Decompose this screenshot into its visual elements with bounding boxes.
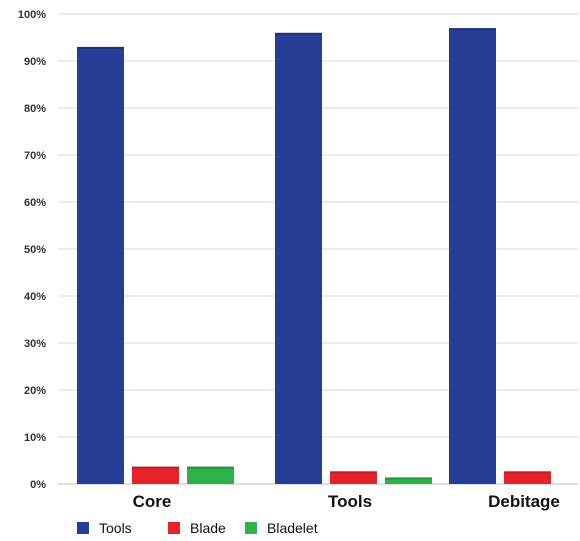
legend-swatch-blade — [168, 522, 180, 534]
y-tick-label: 100% — [18, 9, 46, 21]
x-tick-label: Tools — [328, 492, 372, 511]
x-tick-label: Core — [133, 492, 172, 511]
bar-blade-tools — [330, 471, 377, 484]
bars — [77, 28, 551, 485]
bar-top-edge — [330, 471, 377, 474]
x-tick-label: Debitage — [488, 492, 560, 511]
y-tick-label: 0% — [30, 479, 46, 491]
bar-top-edge — [77, 46, 124, 49]
legend-label-blade: Blade — [190, 520, 226, 536]
y-tick-label: 70% — [24, 150, 46, 162]
bar-tools-debitage — [449, 28, 496, 484]
bar-top-edge — [132, 466, 179, 469]
legend-swatch-tools — [77, 522, 89, 534]
bar-top-edge — [504, 471, 551, 474]
bar-top-edge — [187, 466, 234, 469]
y-tick-label: 30% — [24, 338, 46, 350]
y-tick-label: 50% — [24, 244, 46, 256]
bar-bladelet-core — [187, 466, 234, 484]
legend-label-tools: Tools — [99, 520, 132, 536]
bar-tools-tools — [275, 32, 322, 485]
bar-blade-debitage — [504, 471, 551, 484]
legend-label-bladelet: Bladelet — [267, 520, 318, 536]
x-axis-ticks: Core Tools Debitage — [133, 492, 560, 511]
y-tick-label: 40% — [24, 291, 46, 303]
bar-top-edge — [385, 477, 432, 480]
bar-top-edge — [275, 32, 322, 35]
y-tick-label: 90% — [24, 56, 46, 68]
y-tick-label: 80% — [24, 103, 46, 115]
y-tick-label: 20% — [24, 385, 46, 397]
y-axis-ticks: 0% 10% 20% 30% 40% 50% 60% 70% 80% 90% 100% — [18, 9, 46, 491]
legend-swatch-bladelet — [245, 522, 257, 534]
bar-blade-core — [132, 466, 179, 484]
bar-tools-core — [77, 46, 124, 485]
bar-top-edge — [449, 28, 496, 31]
y-tick-label: 60% — [24, 197, 46, 209]
y-tick-label: 10% — [24, 432, 46, 444]
legend: Tools Blade Bladelet — [77, 520, 318, 536]
bar-bladelet-tools — [385, 477, 432, 484]
